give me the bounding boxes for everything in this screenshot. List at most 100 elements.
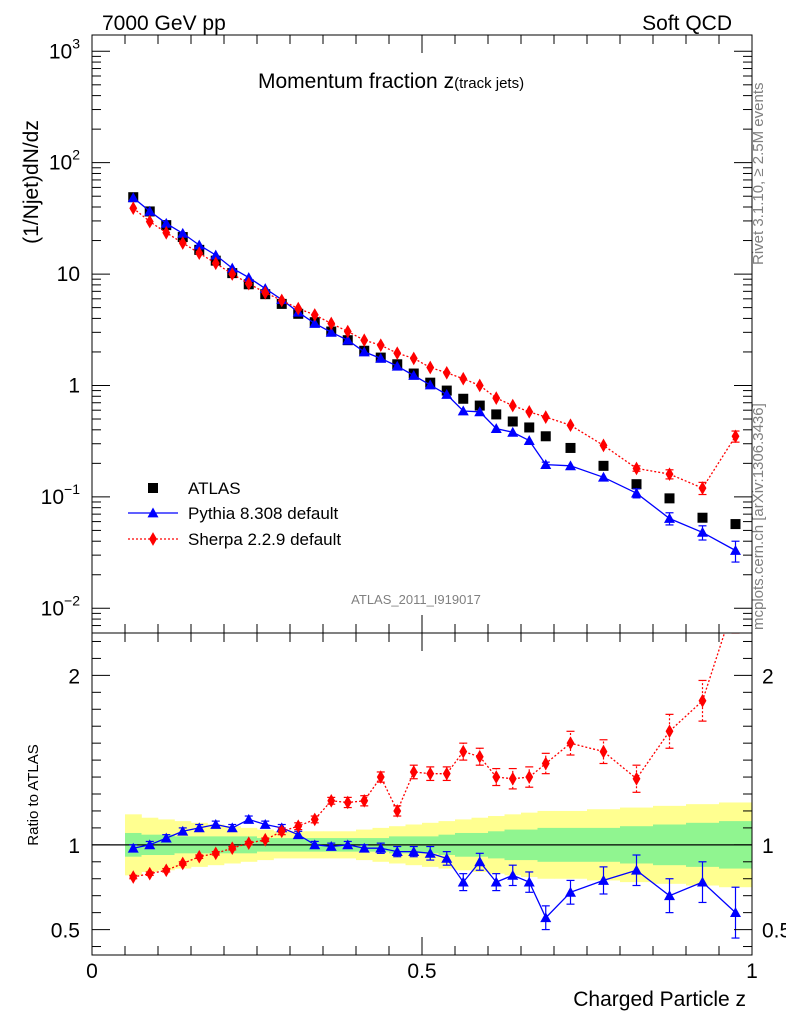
sherpa-point [211,256,220,271]
ratio-sherpa-point [327,793,336,808]
sherpa-point [162,225,171,240]
main-title-sub: (track jets) [454,75,524,92]
pythia-point [375,352,387,363]
ratio-sherpa-point [211,846,220,861]
ratio-sherpa-point [129,870,138,884]
sherpa-point [492,391,501,405]
ratio-pythia-point [441,852,453,863]
ratio-sherpa-point [244,836,253,850]
sherpa-point [459,371,468,386]
ratio-sherpa-point [665,724,674,739]
ratio-pythia-point [474,856,486,867]
legend-label: Pythia 8.308 default [188,504,339,523]
ratio-sherpa-point [541,756,550,771]
ratio-pythia-point [408,846,420,857]
pythia-point [424,379,436,390]
ratio-sherpa-point [426,766,435,781]
ratio-pythia-point [490,876,502,887]
ratio-sherpa-point [228,841,237,856]
atlas-point [507,416,518,427]
ratio-sherpa-point [459,744,468,759]
atlas-point [491,409,502,420]
pythia-point [664,512,675,523]
ratio-pythia-point [342,839,354,850]
ratio-pythia-point [424,847,436,858]
sherpa-point [244,276,253,291]
pythia-point [127,192,139,203]
ratio-y-tick-label-right: 2 [762,665,774,688]
atlas-point [565,442,576,453]
sherpa-point [310,308,319,322]
ratio-sherpa-point [178,856,187,871]
sherpa-point [698,481,707,495]
ratio-pythia-point [259,819,271,829]
sherpa-point [665,467,674,481]
energy-label: 7000 GeV pp [102,12,226,35]
ratio-pythia-point [160,832,172,843]
ratio-sherpa-point [508,771,517,786]
ratio-pythia-point [523,876,535,887]
legend-entry: Sherpa 2.2.9 default [128,530,341,549]
ratio-pythia-point [697,876,708,887]
ratio-sherpa-errorbar [566,730,575,756]
legend-label: ATLAS [188,479,241,498]
sherpa-point [178,236,187,250]
sherpa-point [525,405,534,419]
sherpa-point [261,285,270,300]
main-series-group [127,192,741,563]
ratio-sherpa-point [162,863,171,878]
sherpa-line [132,207,737,489]
main-plot-area [127,192,741,563]
sherpa-point [475,378,484,393]
ratio-sherpa-point [195,849,204,864]
ratio-pythia-point [309,839,321,850]
legend-marker [148,483,158,493]
main-y-tick-label-0.1-exp: −1 [64,481,80,497]
ratio-pythia-point [598,874,609,885]
pythia-point [342,334,354,345]
ratio-sherpa-point [277,824,286,839]
ratio-pythia-point [631,864,642,875]
sherpa-point [294,301,303,316]
pythia-point [523,435,535,446]
pythia-point [697,526,708,537]
sherpa-point [327,316,336,331]
ratio-pythia-point [565,886,576,897]
ratio-pythia-point [664,890,675,901]
pythia-point [193,239,205,250]
main-title-text: Momentum fraction z [258,70,454,93]
sherpa-point [426,360,435,375]
ratio-y-tick-label: 0.5 [51,920,80,943]
ratio-sherpa-point [475,749,484,764]
main-title: Momentum fraction z(track jets) [258,70,524,93]
ratio-sherpa-point [310,812,319,827]
pythia-point [441,388,453,399]
main-y-tick-label-0.01-exp: −2 [64,592,80,608]
ratio-pythia-point [375,842,387,853]
ratio-y-tick-label-right: 0.5 [762,920,786,943]
ratio-sherpa-point [698,693,707,708]
pythia-point [490,423,502,434]
sherpa-point [566,418,575,433]
sherpa-point [632,461,641,476]
sherpa-point [508,398,517,413]
ratio-sherpa-errorbar [731,633,740,634]
ratio-pythia-point [358,842,370,853]
legend: ATLAS Pythia 8.308 default Sherpa 2.2.9 de… [128,479,341,549]
main-y-tick-label-1: 1 [68,374,80,397]
ratio-pythia-point [325,841,337,851]
legend-label: Sherpa 2.2.9 default [188,530,341,549]
ratio-plot-area [92,633,752,939]
main-y-tick-label-1000: 103 [49,35,80,63]
atlas-point [730,519,741,530]
atlas-point [697,512,708,523]
ratio-pythia-point [144,839,156,850]
legend-entry: ATLAS [148,479,241,498]
analysis-label: ATLAS_2011_I919017 [351,592,481,607]
ratio-pythia-point [391,846,403,857]
ratio-sherpa-point [599,744,608,759]
atlas-point [598,460,609,471]
x-tick-label: 1 [746,960,758,983]
